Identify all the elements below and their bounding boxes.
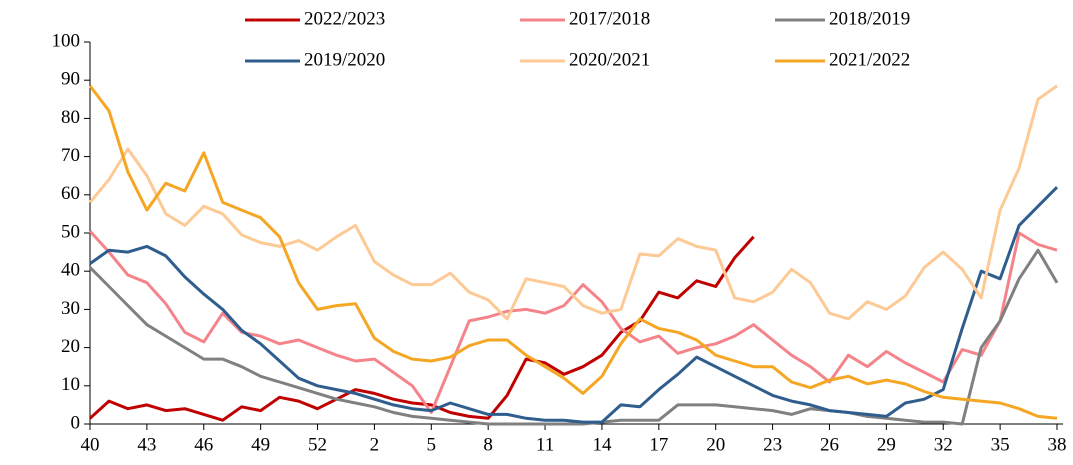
series-line bbox=[88, 84, 1058, 420]
x-tick-label: 52 bbox=[308, 434, 327, 455]
y-tick-label: 0 bbox=[71, 412, 81, 433]
y-tick-label: 70 bbox=[61, 145, 80, 166]
legend-label: 2022/2023 bbox=[304, 8, 385, 29]
x-tick-label: 23 bbox=[763, 434, 782, 455]
y-tick-label: 40 bbox=[61, 260, 80, 281]
series-line bbox=[88, 84, 1058, 321]
y-tick-label: 90 bbox=[61, 69, 80, 90]
x-tick-label: 40 bbox=[81, 434, 100, 455]
legend-label: 2021/2022 bbox=[829, 49, 910, 70]
x-tick-label: 14 bbox=[592, 434, 612, 455]
y-tick-label: 100 bbox=[52, 30, 81, 51]
legend-label: 2020/2021 bbox=[569, 49, 650, 70]
x-tick-label: 11 bbox=[536, 434, 554, 455]
x-tick-label: 32 bbox=[934, 434, 953, 455]
x-tick-label: 35 bbox=[991, 434, 1010, 455]
x-tick-label: 49 bbox=[251, 434, 270, 455]
series-line bbox=[88, 235, 755, 422]
x-tick-label: 46 bbox=[194, 434, 213, 455]
x-tick-label: 38 bbox=[1048, 434, 1067, 455]
legend-label: 2019/2020 bbox=[304, 49, 385, 70]
y-tick-label: 60 bbox=[61, 183, 80, 204]
x-tick-label: 29 bbox=[877, 434, 896, 455]
x-tick-label: 8 bbox=[483, 434, 493, 455]
x-tick-label: 43 bbox=[137, 434, 156, 455]
y-tick-label: 10 bbox=[61, 374, 80, 395]
x-tick-label: 26 bbox=[820, 434, 839, 455]
series-line bbox=[89, 186, 1059, 424]
y-tick-label: 80 bbox=[61, 107, 80, 128]
x-tick-label: 5 bbox=[427, 434, 437, 455]
x-tick-label: 2 bbox=[370, 434, 380, 455]
y-tick-label: 30 bbox=[61, 298, 80, 319]
y-tick-label: 20 bbox=[61, 336, 80, 357]
x-tick-label: 17 bbox=[649, 434, 668, 455]
y-tick-label: 50 bbox=[61, 221, 80, 242]
legend-label: 2017/2018 bbox=[569, 8, 650, 29]
legend-label: 2018/2019 bbox=[829, 8, 910, 29]
series-line bbox=[88, 248, 1059, 426]
x-tick-label: 20 bbox=[706, 434, 725, 455]
